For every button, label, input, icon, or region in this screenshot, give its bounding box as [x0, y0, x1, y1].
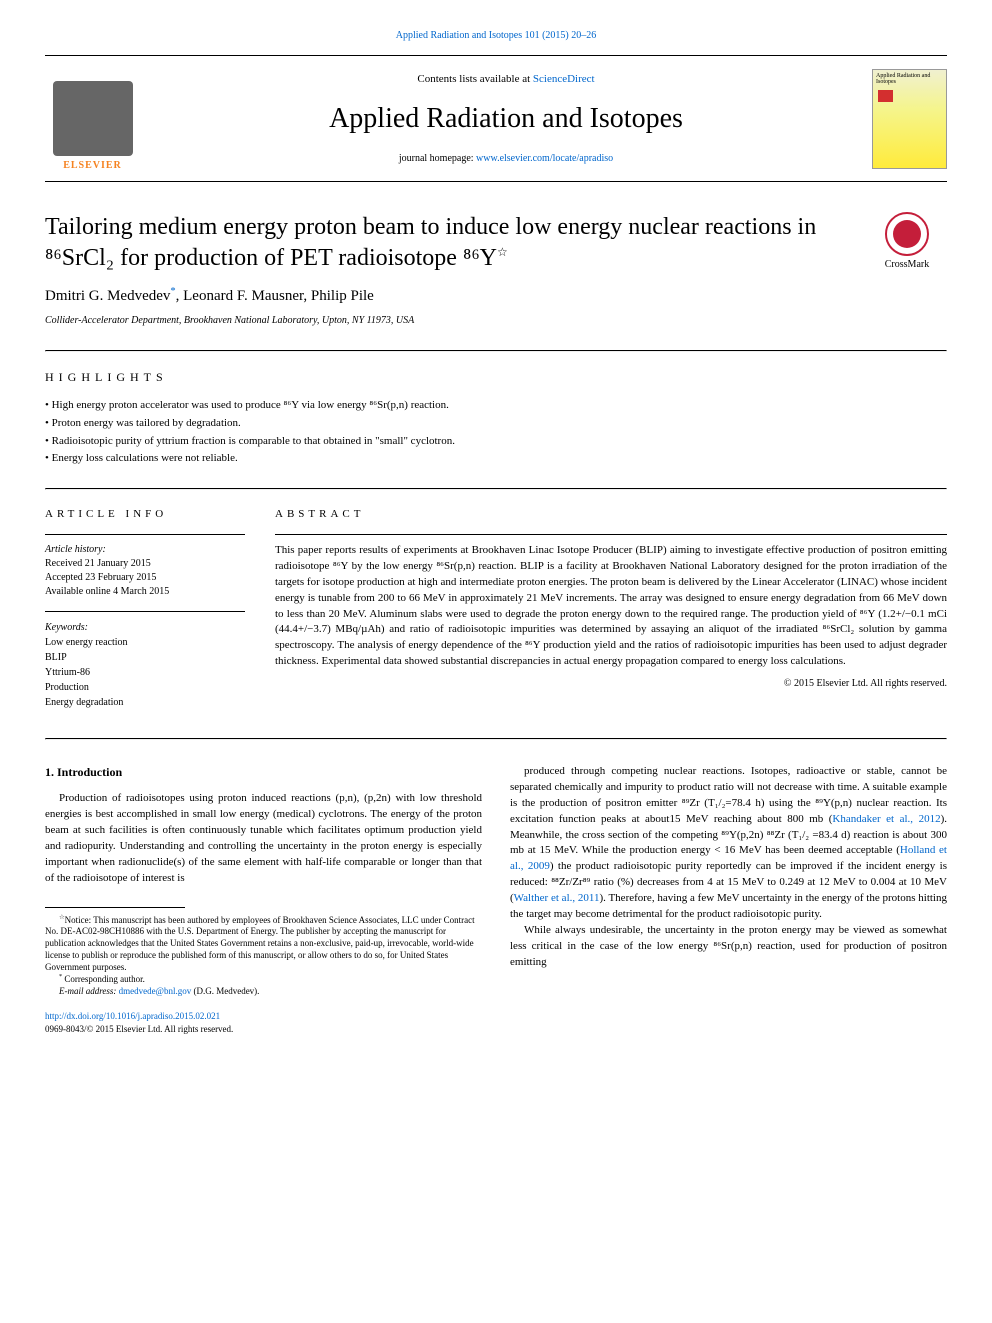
sciencedirect-link[interactable]: ScienceDirect [533, 73, 595, 85]
affiliation: Collider-Accelerator Department, Brookha… [45, 315, 947, 326]
body-paragraph: While always undesirable, the uncertaint… [510, 923, 947, 971]
body-paragraph: Production of radioisotopes using proton… [45, 791, 482, 887]
highlight-item: High energy proton accelerator was used … [45, 397, 947, 415]
contents-pre: Contents lists available at [417, 73, 532, 85]
contents-line: Contents lists available at ScienceDirec… [140, 73, 872, 85]
corresp-text: Corresponding author. [64, 974, 145, 984]
notice-text: Notice: This manuscript has been authore… [45, 915, 475, 972]
keyword: Production [45, 680, 245, 695]
journal-cover-thumbnail[interactable]: Applied Radiation and Isotopes [872, 69, 947, 169]
footnote-divider [45, 907, 185, 908]
citation-link[interactable]: Walther et al., 2011 [514, 892, 600, 904]
online-date: Available online 4 March 2015 [45, 585, 245, 599]
divider [45, 738, 947, 740]
highlights-list: High energy proton accelerator was used … [45, 397, 947, 467]
crossmark-icon [885, 212, 929, 256]
article-info-label: ARTICLE INFO [45, 508, 245, 520]
abstract-text: This paper reports results of experiment… [275, 534, 947, 671]
section-heading-intro: 1. Introduction [45, 764, 482, 781]
elsevier-tree-icon [53, 81, 133, 156]
article-info: ARTICLE INFO Article history: Received 2… [45, 508, 245, 710]
crossmark-button[interactable]: CrossMark [867, 212, 947, 270]
header-citation[interactable]: Applied Radiation and Isotopes 101 (2015… [45, 30, 947, 41]
highlight-item: Radioisotopic purity of yttrium fraction… [45, 433, 947, 451]
highlights-label: HIGHLIGHTS [45, 370, 947, 385]
divider [45, 488, 947, 490]
keyword: Energy degradation [45, 695, 245, 710]
cover-icon [878, 90, 893, 102]
footnote-notice: ☆Notice: This manuscript has been author… [45, 914, 482, 973]
body-paragraph: produced through competing nuclear react… [510, 764, 947, 923]
accepted-date: Accepted 23 February 2015 [45, 571, 245, 585]
article-title: Tailoring medium energy proton beam to i… [45, 212, 867, 274]
body-column-left: 1. Introduction Production of radioisoto… [45, 764, 482, 1036]
history-title: Article history: [45, 543, 245, 557]
received-date: Received 21 January 2015 [45, 557, 245, 571]
footnote-email: E-mail address: dmedvede@bnl.gov (D.G. M… [45, 986, 482, 998]
body-column-right: produced through competing nuclear react… [510, 764, 947, 1036]
journal-header: ELSEVIER Contents lists available at Sci… [45, 55, 947, 182]
authors-rest: , Leonard F. Mausner, Philip Pile [176, 288, 374, 304]
highlight-item: Energy loss calculations were not reliab… [45, 450, 947, 468]
elsevier-text: ELSEVIER [63, 160, 122, 171]
divider [45, 350, 947, 352]
title-text: Tailoring medium energy proton beam to i… [45, 214, 816, 271]
abstract-label: ABSTRACT [275, 508, 947, 520]
keyword: Low energy reaction [45, 635, 245, 650]
title-star[interactable]: ☆ [497, 245, 508, 259]
keyword: BLIP [45, 650, 245, 665]
crossmark-text: CrossMark [867, 259, 947, 270]
email-link[interactable]: dmedvede@bnl.gov [119, 986, 192, 996]
cover-label: Applied Radiation and Isotopes [876, 73, 943, 85]
email-author: (D.G. Medvedev). [191, 986, 259, 996]
keyword: Yttrium-86 [45, 665, 245, 680]
corresp-mark: * [59, 973, 62, 980]
email-label: E-mail address: [59, 986, 119, 996]
homepage-line: journal homepage: www.elsevier.com/locat… [140, 153, 872, 164]
issn-copyright: 0969-8043/© 2015 Elsevier Ltd. All right… [45, 1023, 482, 1036]
highlight-item: Proton energy was tailored by degradatio… [45, 415, 947, 433]
doi-link[interactable]: http://dx.doi.org/10.1016/j.apradiso.201… [45, 1011, 220, 1021]
abstract-copyright: © 2015 Elsevier Ltd. All rights reserved… [275, 678, 947, 689]
author-1[interactable]: Dmitri G. Medvedev [45, 288, 170, 304]
authors: Dmitri G. Medvedev*, Leonard F. Mausner,… [45, 286, 947, 305]
journal-name: Applied Radiation and Isotopes [140, 103, 872, 135]
citation-link[interactable]: Khandaker et al., 2012 [832, 813, 940, 825]
keywords-title: Keywords: [45, 620, 245, 635]
abstract: ABSTRACT This paper reports results of e… [275, 508, 947, 710]
elsevier-logo[interactable]: ELSEVIER [45, 66, 140, 171]
footnote-corresp: * Corresponding author. [45, 973, 482, 986]
homepage-link[interactable]: www.elsevier.com/locate/apradiso [476, 153, 613, 164]
homepage-pre: journal homepage: [399, 153, 476, 164]
